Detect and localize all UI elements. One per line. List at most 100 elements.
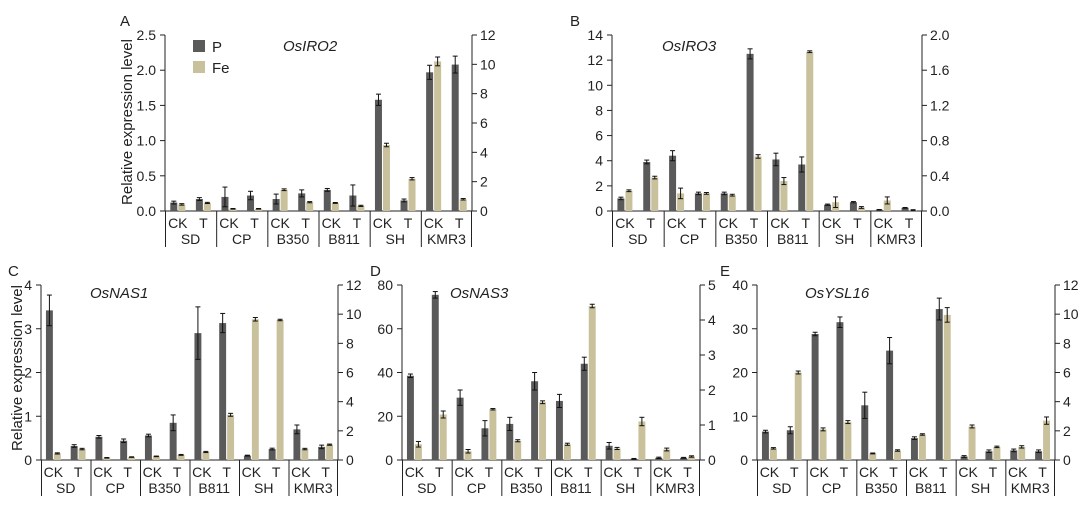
bar-P <box>169 422 177 460</box>
group-label: SH <box>971 480 990 496</box>
left-tick-label: 40 <box>732 277 748 293</box>
group-label: SD <box>56 480 75 496</box>
right-tick-label: 12 <box>480 27 496 43</box>
bar-P <box>194 333 202 460</box>
panel-letter: C <box>8 263 19 280</box>
bar-Fe <box>728 195 736 211</box>
bar-Fe <box>677 193 685 211</box>
panel-letter: E <box>720 263 730 280</box>
right-tick-label: 4 <box>1063 394 1071 410</box>
bar-P <box>669 155 677 211</box>
bar-Fe <box>588 306 596 460</box>
group-label: KMR3 <box>1011 480 1050 496</box>
bar-Fe <box>794 372 802 460</box>
left-tick-label: 20 <box>377 408 393 424</box>
sub-label: T <box>272 464 281 480</box>
bar-P <box>531 381 539 460</box>
right-tick-label: 4 <box>480 144 488 160</box>
sub-label: T <box>1038 464 1047 480</box>
bar-Fe <box>464 451 472 460</box>
bar-Fe <box>918 434 926 460</box>
group-label: SH <box>386 231 405 247</box>
sub-label: CK <box>192 464 212 480</box>
bar-P <box>960 456 968 460</box>
sub-label: T <box>939 464 948 480</box>
bar-Fe <box>227 414 235 460</box>
sub-label: T <box>584 464 593 480</box>
bar-Fe <box>780 181 788 211</box>
bar-P <box>431 294 439 460</box>
right-tick-label: 6 <box>1063 365 1071 381</box>
group-label: SH <box>616 480 635 496</box>
bar-P <box>985 451 993 460</box>
sub-label: T <box>74 464 83 480</box>
sub-label: T <box>840 464 849 480</box>
group-label: CP <box>680 231 699 247</box>
sub-label: CK <box>809 464 829 480</box>
right-tick-label: 2 <box>346 423 354 439</box>
bar-Fe <box>255 208 263 211</box>
right-tick-label: 6 <box>346 365 354 381</box>
sub-label: CK <box>373 215 393 231</box>
left-tick-label: 2 <box>595 178 603 194</box>
sub-label: CK <box>291 464 311 480</box>
bar-P <box>219 323 227 460</box>
left-tick-label: 14 <box>587 27 603 43</box>
group-label: KMR3 <box>427 231 466 247</box>
sub-label: T <box>250 215 259 231</box>
bar-Fe <box>625 190 633 211</box>
right-tick-label: 8 <box>1063 335 1071 351</box>
group-label: SD <box>772 480 791 496</box>
bar-P <box>836 322 844 460</box>
bar-Fe <box>301 449 309 460</box>
left-tick-label: 2 <box>24 365 32 381</box>
group-label: KMR3 <box>877 231 916 247</box>
sub-label: CK <box>242 464 262 480</box>
bar-P <box>886 350 894 460</box>
bar-Fe <box>806 51 814 211</box>
sub-label: CK <box>822 215 842 231</box>
bar-Fe <box>326 444 334 460</box>
bar-Fe <box>152 456 160 460</box>
right-tick-label: 0 <box>346 452 354 468</box>
bar-P <box>605 445 613 460</box>
group-label: KMR3 <box>656 480 695 496</box>
sub-label: CK <box>44 464 64 480</box>
gene-title: OsIRO3 <box>662 38 717 55</box>
right-tick-label: 2 <box>480 174 488 190</box>
right-tick-label: 2 <box>1063 423 1071 439</box>
sub-label: CK <box>1008 464 1028 480</box>
sub-label: CK <box>93 464 113 480</box>
legend-label-P: P <box>212 39 222 56</box>
sub-label: T <box>989 464 998 480</box>
bar-Fe <box>1043 420 1051 460</box>
bar-P <box>720 193 728 211</box>
bar-Fe <box>103 457 111 460</box>
bar-Fe <box>53 453 61 460</box>
gene-title: OsNAS3 <box>450 285 509 302</box>
bar-Fe <box>993 446 1001 460</box>
group-label: B350 <box>865 480 898 496</box>
bar-Fe <box>78 449 86 460</box>
bar-Fe <box>651 177 659 211</box>
bar-P <box>406 375 414 460</box>
left-tick-label: 2.0 <box>137 62 157 78</box>
right-tick-label: 6 <box>480 115 488 131</box>
sub-label: T <box>173 464 182 480</box>
left-tick-label: 1 <box>24 408 32 424</box>
bar-Fe <box>434 61 442 212</box>
sub-label: T <box>435 464 444 480</box>
right-tick-label: 0.4 <box>930 168 950 184</box>
left-tick-label: 40 <box>377 365 393 381</box>
sub-label: T <box>404 215 413 231</box>
group-label: CP <box>822 480 841 496</box>
bar-Fe <box>251 319 259 460</box>
left-tick-label: 0 <box>740 452 748 468</box>
left-tick-label: 20 <box>732 365 748 381</box>
bar-P <box>426 72 434 211</box>
right-tick-label: 10 <box>346 306 362 322</box>
sub-label: T <box>301 215 310 231</box>
right-tick-label: 10 <box>480 56 496 72</box>
left-tick-label: 80 <box>377 277 393 293</box>
